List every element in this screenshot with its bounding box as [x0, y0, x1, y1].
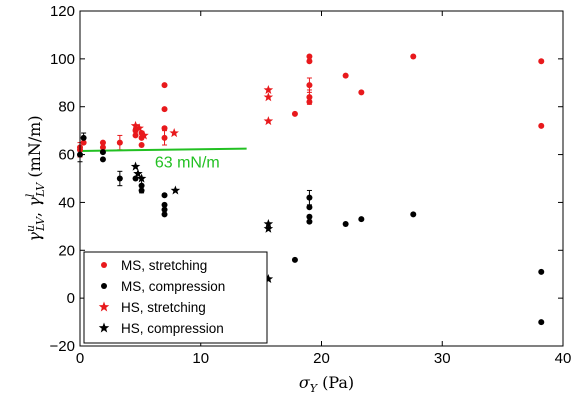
- data-point: [161, 134, 168, 141]
- data-point: [161, 211, 168, 218]
- data-point: [138, 182, 145, 189]
- y-tick-label: 80: [58, 99, 75, 116]
- data-point-star: [263, 84, 274, 95]
- data-point-star: [263, 218, 274, 229]
- data-point: [410, 53, 417, 60]
- legend-label: HS, compression: [121, 321, 224, 336]
- legend-marker: [101, 283, 107, 289]
- x-tick-label: 0: [76, 350, 84, 367]
- data-point: [306, 213, 313, 220]
- data-point: [538, 122, 545, 129]
- data-point: [538, 319, 545, 326]
- reference-line-label: 63 mN/m: [155, 155, 220, 172]
- reference-line-group: 63 mN/m: [79, 147, 247, 172]
- data-point-star: [133, 168, 143, 178]
- data-point: [358, 89, 365, 96]
- error-bars: [77, 77, 312, 206]
- data-point-star: [263, 274, 274, 284]
- data-point: [306, 94, 313, 101]
- legend-label: MS, stretching: [121, 258, 207, 273]
- data-point: [291, 110, 298, 117]
- data-point: [161, 201, 168, 208]
- data-point-star: [130, 161, 141, 171]
- data-point: [306, 98, 313, 105]
- data-point: [99, 139, 106, 146]
- legend-box: [83, 251, 268, 344]
- data-point-star: [170, 185, 181, 195]
- data-point: [538, 268, 545, 275]
- data-point: [342, 72, 349, 79]
- y-tick-label: 60: [58, 147, 75, 164]
- data-point: [342, 220, 349, 227]
- data-point: [306, 82, 313, 89]
- x-tick-label: 10: [192, 350, 209, 367]
- legend-label: MS, compression: [121, 279, 225, 294]
- x-axis-label: σY (Pa): [299, 373, 354, 395]
- data-point: [538, 58, 545, 65]
- data-point: [161, 206, 168, 213]
- y-tick-label: 0: [67, 290, 75, 307]
- y-axis-label: γuLV, γlLV (mN/m): [24, 115, 47, 241]
- data-point: [161, 192, 168, 199]
- legend: MS, stretching MS, compression HS, stretch…: [83, 251, 268, 344]
- data-point: [99, 156, 106, 163]
- data-point: [80, 134, 87, 141]
- data-point: [161, 125, 168, 132]
- data-point-star: [263, 116, 274, 126]
- y-tick-label: −20: [50, 338, 75, 355]
- data-point: [80, 139, 87, 146]
- data-point: [291, 256, 298, 263]
- data-point: [138, 142, 145, 148]
- data-point: [161, 82, 168, 89]
- data-point: [138, 187, 145, 194]
- data-point: [132, 132, 139, 139]
- reference-line: [79, 147, 247, 152]
- data-point-star: [263, 223, 274, 233]
- x-tick-label: 40: [555, 350, 572, 367]
- data-point: [99, 144, 106, 151]
- data-point: [99, 149, 106, 156]
- y-tick-label: 20: [58, 242, 75, 259]
- x-tick-label: 30: [434, 350, 451, 367]
- data-point: [358, 216, 365, 223]
- data-point: [116, 175, 123, 182]
- data-point-star: [130, 120, 141, 130]
- data-point-star: [134, 123, 144, 133]
- data-point: [306, 194, 313, 201]
- y-tick-label: 40: [58, 194, 75, 211]
- data-point: [306, 218, 313, 225]
- data-point: [161, 106, 168, 113]
- y-tick-label: 100: [50, 51, 75, 68]
- data-point: [116, 139, 123, 146]
- y-tick-label: 120: [50, 3, 75, 20]
- data-point-star: [136, 173, 147, 183]
- data-point: [306, 204, 313, 211]
- legend-label: HS, stretching: [121, 300, 206, 315]
- data-marks: [77, 53, 545, 326]
- legend-marker-star: [98, 322, 110, 333]
- legend-marker: [101, 262, 107, 268]
- x-tick-label: 20: [313, 350, 330, 367]
- data-point: [132, 127, 139, 134]
- data-point: [410, 211, 417, 218]
- data-point-star: [263, 92, 274, 102]
- data-point: [306, 58, 313, 65]
- data-point-star: [169, 128, 179, 138]
- data-point: [306, 53, 313, 60]
- data-point-star: [139, 130, 149, 140]
- legend-marker-star: [98, 301, 110, 312]
